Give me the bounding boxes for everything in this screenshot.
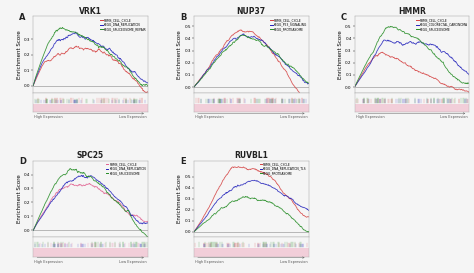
Text: Low Expression: Low Expression — [119, 260, 147, 263]
Title: SPC25: SPC25 — [77, 152, 104, 161]
Legend: RBMS_CELL_CYCLE, KEGG_DNA_REPLICATION, KEGG_SPLICEOSOME_REPAIR: RBMS_CELL_CYCLE, KEGG_DNA_REPLICATION, K… — [100, 18, 146, 31]
Text: C: C — [341, 13, 347, 22]
Y-axis label: Enrichment Score: Enrichment Score — [177, 175, 182, 223]
Text: High Expression: High Expression — [356, 115, 384, 119]
Text: High Expression: High Expression — [34, 260, 63, 263]
Legend: RBMS_CELL_CYCLE, KEGG_DNA_REPLICATION_TLS, KEGG_PROTEASOME: RBMS_CELL_CYCLE, KEGG_DNA_REPLICATION_TL… — [259, 162, 307, 176]
Bar — [194, 104, 309, 112]
Text: Low Expression: Low Expression — [280, 115, 308, 119]
Y-axis label: Enrichment Score: Enrichment Score — [338, 31, 343, 79]
Text: Low Expression: Low Expression — [280, 260, 308, 263]
Text: Low Expression: Low Expression — [440, 115, 468, 119]
Text: High Expression: High Expression — [195, 115, 224, 119]
Y-axis label: Enrichment Score: Enrichment Score — [17, 31, 22, 79]
Bar — [355, 104, 469, 112]
Legend: RBMS_CELL_CYCLE, KEGG_COLORECTAL_CARCINOMA, KEGG_SPLICEOSOME: RBMS_CELL_CYCLE, KEGG_COLORECTAL_CARCINO… — [416, 18, 468, 31]
Bar — [33, 104, 148, 112]
Bar — [33, 248, 148, 257]
Bar — [194, 248, 309, 257]
Title: HMMR: HMMR — [398, 7, 426, 16]
Text: D: D — [19, 157, 27, 166]
Text: High Expression: High Expression — [195, 260, 224, 263]
Text: A: A — [19, 13, 26, 22]
Text: Low Expression: Low Expression — [119, 115, 147, 119]
Text: High Expression: High Expression — [34, 115, 63, 119]
Title: VRK1: VRK1 — [79, 7, 102, 16]
Title: NUP37: NUP37 — [237, 7, 266, 16]
Title: RUVBL1: RUVBL1 — [234, 152, 268, 161]
Text: B: B — [180, 13, 186, 22]
Y-axis label: Enrichment Score: Enrichment Score — [17, 175, 22, 223]
Y-axis label: Enrichment Score: Enrichment Score — [177, 31, 182, 79]
Legend: RBMS_CELL_CYCLE, KEGG_DNA_REPLICATION, KEGG_SPLICEOSOME: RBMS_CELL_CYCLE, KEGG_DNA_REPLICATION, K… — [106, 162, 146, 176]
Legend: RBMS_CELL_CYCLE, KEGG_P53_SIGNALING, KEGG_PROTEASOME: RBMS_CELL_CYCLE, KEGG_P53_SIGNALING, KEG… — [270, 18, 307, 31]
Text: E: E — [180, 157, 186, 166]
